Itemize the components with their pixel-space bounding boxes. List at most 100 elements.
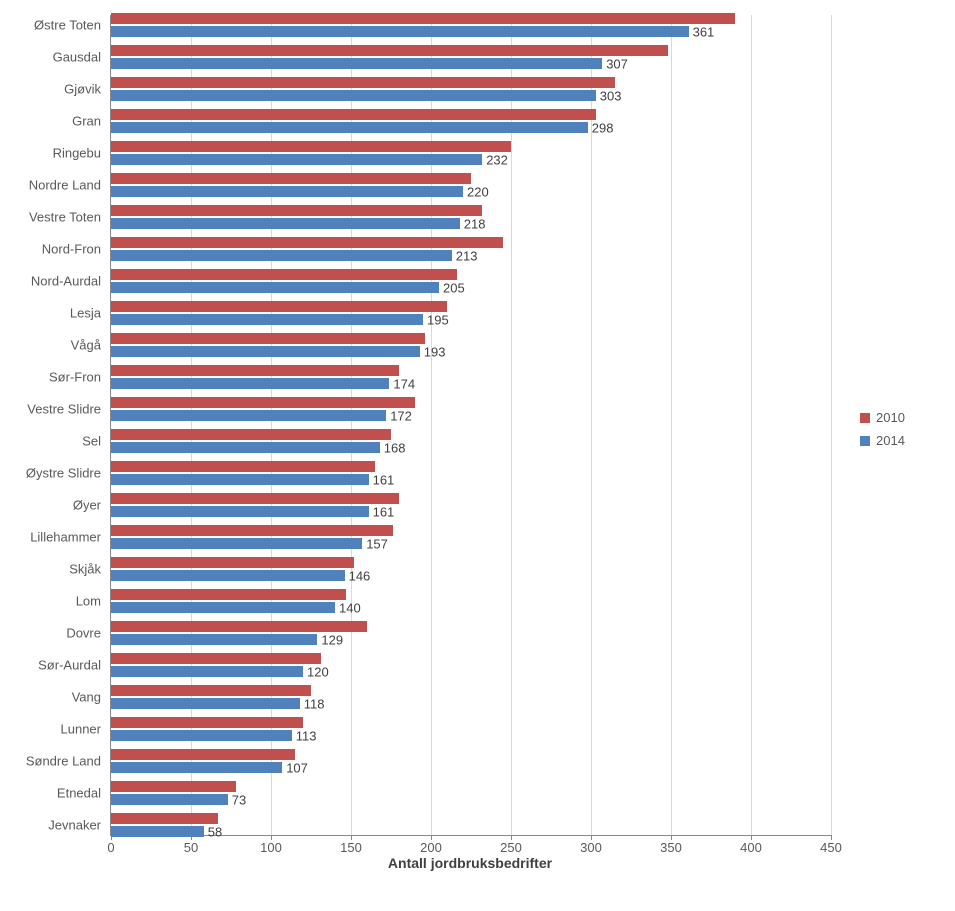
bar-2014 bbox=[111, 218, 460, 229]
bar-2014 bbox=[111, 90, 596, 101]
legend-label-2014: 2014 bbox=[876, 433, 905, 448]
value-label: 157 bbox=[366, 536, 388, 551]
x-tick-label: 350 bbox=[660, 840, 682, 855]
x-tick-label: 300 bbox=[580, 840, 602, 855]
gridline bbox=[591, 15, 592, 835]
value-label: 218 bbox=[464, 216, 486, 231]
value-label: 161 bbox=[373, 504, 395, 519]
bar-2010 bbox=[111, 205, 482, 216]
category-label: Nordre Land bbox=[1, 178, 101, 193]
bar-2014 bbox=[111, 250, 452, 261]
bar-2010 bbox=[111, 269, 457, 280]
value-label: 213 bbox=[456, 248, 478, 263]
category-label: Øystre Slidre bbox=[1, 466, 101, 481]
category-label: Nord-Aurdal bbox=[1, 274, 101, 289]
category-label: Søndre Land bbox=[1, 754, 101, 769]
legend-item-2010: 2010 bbox=[860, 410, 905, 425]
bar-2014 bbox=[111, 794, 228, 805]
bar-2010 bbox=[111, 77, 615, 88]
value-label: 118 bbox=[304, 696, 325, 711]
bar-2010 bbox=[111, 301, 447, 312]
bar-2014 bbox=[111, 186, 463, 197]
bar-2010 bbox=[111, 717, 303, 728]
category-label: Vang bbox=[1, 690, 101, 705]
bar-2010 bbox=[111, 781, 236, 792]
bar-2010 bbox=[111, 493, 399, 504]
x-tick-label: 50 bbox=[184, 840, 198, 855]
bar-2014 bbox=[111, 826, 204, 837]
gridline bbox=[351, 15, 352, 835]
value-label: 174 bbox=[393, 376, 415, 391]
bar-2010 bbox=[111, 397, 415, 408]
gridline bbox=[191, 15, 192, 835]
value-label: 140 bbox=[339, 600, 361, 615]
value-label: 113 bbox=[296, 728, 317, 743]
x-axis-title: Antall jordbruksbedrifter bbox=[110, 855, 830, 871]
category-label: Vestre Toten bbox=[1, 210, 101, 225]
bar-2014 bbox=[111, 730, 292, 741]
value-label: 220 bbox=[467, 184, 489, 199]
bar-2014 bbox=[111, 442, 380, 453]
plot-area: 050100150200250300350400450Østre Toten36… bbox=[110, 15, 831, 836]
bar-2014 bbox=[111, 378, 389, 389]
bar-2010 bbox=[111, 333, 425, 344]
x-tick-label: 150 bbox=[340, 840, 362, 855]
category-label: Lom bbox=[1, 594, 101, 609]
category-label: Gran bbox=[1, 114, 101, 129]
category-label: Skjåk bbox=[1, 562, 101, 577]
category-label: Sør-Fron bbox=[1, 370, 101, 385]
category-label: Lillehammer bbox=[1, 530, 101, 545]
x-tick-label: 400 bbox=[740, 840, 762, 855]
value-label: 298 bbox=[592, 120, 614, 135]
legend-label-2010: 2010 bbox=[876, 410, 905, 425]
value-label: 307 bbox=[606, 56, 628, 71]
value-label: 120 bbox=[307, 664, 329, 679]
bar-2010 bbox=[111, 109, 596, 120]
bar-2014 bbox=[111, 762, 282, 773]
gridline bbox=[831, 15, 832, 835]
gridline bbox=[671, 15, 672, 835]
bar-2014 bbox=[111, 154, 482, 165]
bar-2010 bbox=[111, 237, 503, 248]
x-tick-label: 450 bbox=[820, 840, 842, 855]
x-tick-label: 200 bbox=[420, 840, 442, 855]
value-label: 232 bbox=[486, 152, 508, 167]
gridline bbox=[751, 15, 752, 835]
bar-2010 bbox=[111, 589, 346, 600]
gridline bbox=[431, 15, 432, 835]
gridline bbox=[271, 15, 272, 835]
bar-2010 bbox=[111, 429, 391, 440]
category-label: Vågå bbox=[1, 338, 101, 353]
value-label: 205 bbox=[443, 280, 465, 295]
bar-2010 bbox=[111, 557, 354, 568]
legend: 2010 2014 bbox=[860, 410, 905, 456]
bar-2010 bbox=[111, 749, 295, 760]
value-label: 146 bbox=[349, 568, 371, 583]
bar-2014 bbox=[111, 698, 300, 709]
value-label: 129 bbox=[321, 632, 343, 647]
bar-2014 bbox=[111, 538, 362, 549]
bar-2010 bbox=[111, 13, 735, 24]
bar-2014 bbox=[111, 346, 420, 357]
category-label: Ringebu bbox=[1, 146, 101, 161]
bar-2010 bbox=[111, 813, 218, 824]
category-label: Østre Toten bbox=[1, 18, 101, 33]
category-label: Øyer bbox=[1, 498, 101, 513]
bar-2010 bbox=[111, 621, 367, 632]
bar-2014 bbox=[111, 314, 423, 325]
bar-2014 bbox=[111, 506, 369, 517]
bar-2014 bbox=[111, 602, 335, 613]
value-label: 303 bbox=[600, 88, 622, 103]
value-label: 58 bbox=[208, 824, 222, 839]
bar-2014 bbox=[111, 58, 602, 69]
value-label: 195 bbox=[427, 312, 449, 327]
bar-2014 bbox=[111, 122, 588, 133]
x-tick-label: 100 bbox=[260, 840, 282, 855]
bar-2010 bbox=[111, 685, 311, 696]
category-label: Lesja bbox=[1, 306, 101, 321]
category-label: Gjøvik bbox=[1, 82, 101, 97]
bar-2010 bbox=[111, 461, 375, 472]
bar-2014 bbox=[111, 282, 439, 293]
bar-2014 bbox=[111, 26, 689, 37]
category-label: Gausdal bbox=[1, 50, 101, 65]
